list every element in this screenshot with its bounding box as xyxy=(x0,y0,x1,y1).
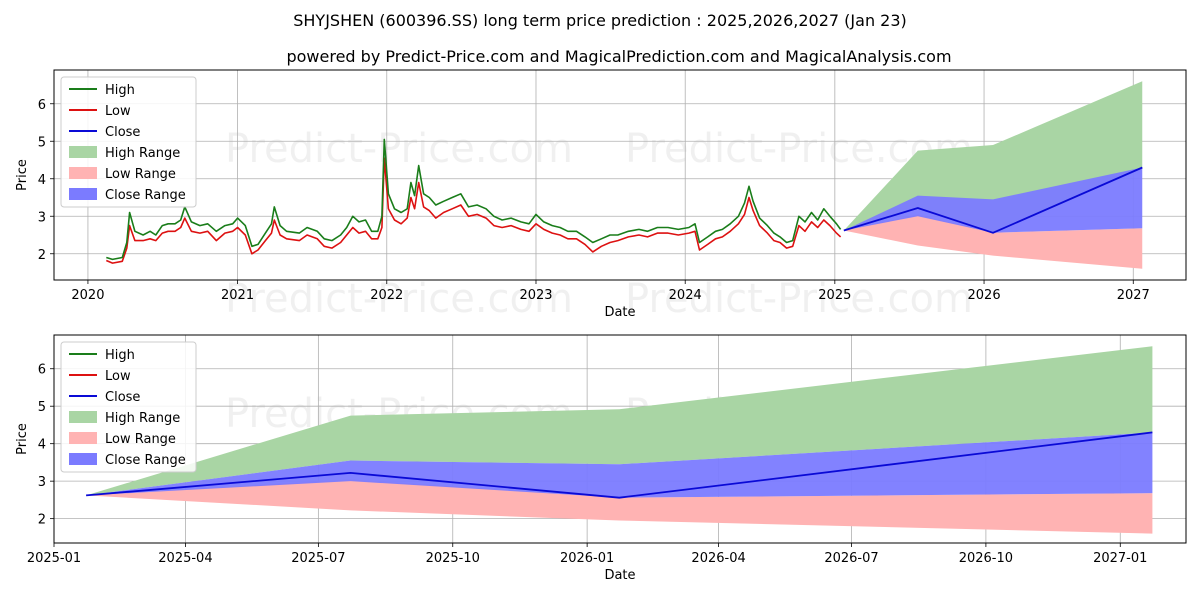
x-tick-label: 2027-01 xyxy=(1093,551,1147,566)
close-series-line xyxy=(843,166,1143,234)
y-tick-label: 5 xyxy=(38,135,46,150)
x-tick-label: 2022 xyxy=(370,288,403,303)
legend-label: Close Range xyxy=(105,453,186,468)
axes-frame xyxy=(53,69,1187,281)
legend-label: Low Range xyxy=(105,167,176,182)
legend-label: Low xyxy=(105,104,131,119)
close-series-line xyxy=(86,431,1153,499)
y-tick-label: 6 xyxy=(38,363,46,378)
legend-swatch-low-range xyxy=(69,432,97,444)
close-range-area xyxy=(843,167,1143,233)
y-tick-label: 4 xyxy=(38,438,46,453)
x-tick-label: 2026-07 xyxy=(824,551,878,566)
y-tick-label: 3 xyxy=(38,210,46,225)
y-axis-label: Price xyxy=(15,159,30,191)
long-term-panel: Predict-Price.com Predict-Price.com Predic… xyxy=(15,69,1187,322)
x-tick-label: 2025-04 xyxy=(158,551,212,566)
x-tick-label: 2027 xyxy=(1117,288,1150,303)
close-range-area xyxy=(86,432,1153,498)
legend-label: High xyxy=(105,348,135,363)
x-tick-label: 2026-10 xyxy=(959,551,1013,566)
x-axis-label: Date xyxy=(604,568,635,583)
legend-swatch-low-range xyxy=(69,167,97,179)
y-tick-label: 2 xyxy=(38,248,46,263)
legend-swatch-high-range xyxy=(69,411,97,423)
watermark-text: Predict-Price.com xyxy=(225,126,573,172)
y-tick-label: 3 xyxy=(38,475,46,490)
legend-swatch-close-range xyxy=(69,188,97,200)
x-tick-label: 2025-10 xyxy=(426,551,480,566)
low-range-area xyxy=(86,479,1153,534)
chart-title: SHYJSHEN (600396.SS) long term price pre… xyxy=(293,11,907,30)
low-series-line xyxy=(105,157,842,264)
legend-label: Close Range xyxy=(105,188,186,203)
forecast-panel: Predict-Price.comPredict-Price.com2025-0… xyxy=(15,334,1187,583)
high-series-line xyxy=(106,138,842,261)
x-tick-label: 2024 xyxy=(669,288,702,303)
legend-label: High Range xyxy=(105,146,180,161)
chart-subtitle: powered by Predict-Price.com and Magical… xyxy=(286,47,951,66)
legend-label: Low Range xyxy=(105,432,176,447)
y-tick-label: 2 xyxy=(38,513,46,528)
legend-label: Close xyxy=(105,390,140,405)
y-tick-label: 6 xyxy=(38,98,46,113)
y-tick-label: 5 xyxy=(38,400,46,415)
y-tick-label: 4 xyxy=(38,173,46,188)
y-axis-label: Price xyxy=(15,423,30,455)
legend-swatch-high-range xyxy=(69,146,97,158)
plot-area xyxy=(86,346,1153,534)
legend-label: High Range xyxy=(105,411,180,426)
x-tick-label: 2023 xyxy=(519,288,552,303)
legend-swatch-close-range xyxy=(69,453,97,465)
low-range-area xyxy=(843,214,1143,269)
x-tick-label: 2025-01 xyxy=(27,551,81,566)
x-axis-label: Date xyxy=(604,305,635,320)
watermark-text: Predict-Price.com xyxy=(625,276,973,322)
x-tick-label: 2021 xyxy=(221,288,254,303)
high-range-area xyxy=(86,346,1153,496)
x-tick-label: 2025-07 xyxy=(291,551,345,566)
x-tick-label: 2026-04 xyxy=(691,551,745,566)
plot-area xyxy=(105,81,1143,269)
watermark-text: Predict-Price.com xyxy=(225,276,573,322)
legend-label: High xyxy=(105,83,135,98)
legend-label: Low xyxy=(105,369,131,384)
legend-label: Close xyxy=(105,125,140,140)
x-tick-label: 2025 xyxy=(818,288,851,303)
x-tick-label: 2020 xyxy=(71,288,104,303)
x-tick-label: 2026-01 xyxy=(560,551,614,566)
x-tick-label: 2026 xyxy=(968,288,1001,303)
axes-frame xyxy=(53,334,1187,544)
